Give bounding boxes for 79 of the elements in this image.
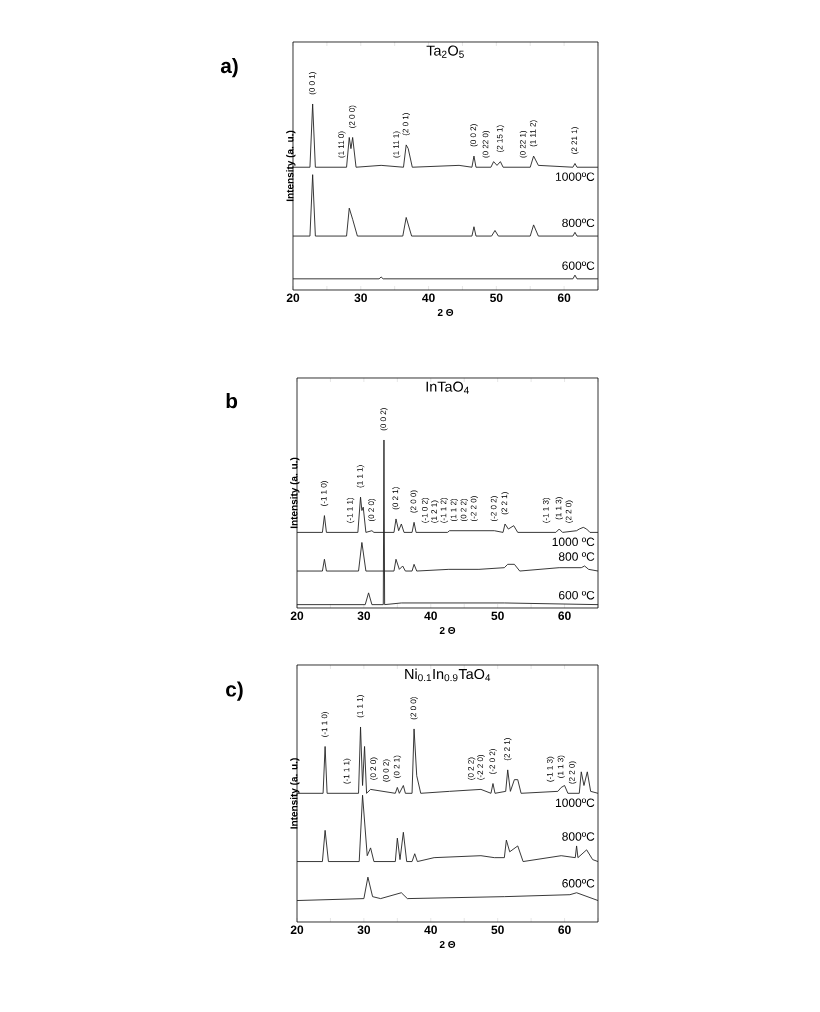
x-tick-label: 20 <box>286 293 300 303</box>
series-label: 800 ºC <box>558 552 595 561</box>
annotation: (0 0 2) <box>380 408 388 431</box>
x-tick-label: 20 <box>290 925 304 935</box>
x-tick-label: 40 <box>424 611 437 621</box>
annotation: (0 2 1) <box>392 487 400 510</box>
x-tick-label: 50 <box>491 611 504 621</box>
y-axis-title: Intensity (a. u.) <box>290 457 300 529</box>
annotation: (2 2 0) <box>568 761 577 784</box>
annotation: (2 0 0) <box>348 105 357 128</box>
series-label: 1000 ºC <box>552 537 595 547</box>
series-label: 600ºC <box>562 879 595 888</box>
chart-title: b <box>226 393 238 409</box>
annotation: (2 15 1) <box>496 125 505 152</box>
chart-subtitle: InTaO$_{4}$ <box>426 381 469 394</box>
annotation: (1 2 1) <box>431 500 439 523</box>
annotation: (-2 2 0) <box>477 754 485 780</box>
annotation: (-2 0 2) <box>489 749 497 774</box>
annotation: (0 2 0) <box>370 757 378 780</box>
annotation: (-1 1 0) <box>320 481 329 506</box>
series-label: 1000ºC <box>555 172 595 181</box>
annotation: (-2 2 0) <box>470 496 478 522</box>
x-tick-label: 30 <box>354 293 367 303</box>
annotation: (-1 1 3) <box>542 497 551 523</box>
x-tick-label: 30 <box>357 925 371 935</box>
series-label: 600ºC <box>562 261 595 270</box>
annotation: (0 0 2) <box>382 759 391 782</box>
chart-title: a) <box>220 57 238 78</box>
annotation: (-1 1 0) <box>321 712 329 737</box>
series-label: 600 ºC <box>559 590 595 600</box>
annotation: (2 2 0) <box>565 500 573 523</box>
annotation: (0 0 1) <box>308 72 317 95</box>
annotation: (-1 1 2) <box>440 497 448 523</box>
annotation: (1 11 2) <box>529 120 538 147</box>
annotation: (1 1 1) <box>356 695 365 718</box>
annotation: (1 1 3) <box>557 755 565 778</box>
annotation: (1 1 1) <box>356 465 365 488</box>
x-tick-label: 30 <box>357 611 371 621</box>
x-axis-title: 2 Θ <box>439 940 456 948</box>
series-label: 800ºC <box>562 832 595 841</box>
annotation: (0 2 1) <box>393 755 402 778</box>
series-label: 800ºC <box>562 218 595 228</box>
x-tick-label: 60 <box>557 293 571 303</box>
annotation: (2 2 1) <box>503 738 512 761</box>
annotation: (0 22 1) <box>519 130 528 158</box>
annotation: (-1 1 1) <box>346 497 355 523</box>
x-tick-label: 50 <box>490 293 503 303</box>
annotation: (2 0 1) <box>402 113 410 136</box>
annotation: (2 0 0) <box>410 490 418 513</box>
chart-subtitle: Ta$_{2}$O$_{5}$ <box>426 45 464 58</box>
annotation: (-1 0 2) <box>421 497 430 523</box>
annotation: (2 0 0) <box>410 697 418 720</box>
x-axis-title: 2 Θ <box>439 626 456 634</box>
annotation: (0 2 2) <box>467 757 476 780</box>
chart-title: c) <box>226 681 243 701</box>
x-tick-label: 40 <box>422 293 435 303</box>
annotation: (-1 1 1) <box>343 758 351 784</box>
annotation: (2 21 1) <box>571 127 579 154</box>
annotation: (-2 0 2) <box>490 496 499 522</box>
y-axis-title: Intensity (a. u.) <box>286 130 296 202</box>
y-axis-title: Intensity (a. u.) <box>290 758 300 829</box>
annotation: (1 11 0) <box>338 131 346 158</box>
annotation: (0 0 2) <box>470 124 478 147</box>
annotation: (-1 1 3) <box>546 756 555 782</box>
annotation: (1 1 2) <box>450 498 458 522</box>
series-label: 1000ºC <box>555 798 595 807</box>
annotation: (2 2 1) <box>501 492 509 515</box>
annotation: (1 11 1) <box>392 131 401 158</box>
annotation: (0 2 2) <box>460 498 468 522</box>
annotation: (0 2 0) <box>368 498 376 522</box>
x-axis-title: 2 Θ <box>437 308 454 316</box>
x-tick-label: 60 <box>558 611 571 621</box>
x-tick-label: 60 <box>558 925 571 935</box>
annotation: (0 22 0) <box>482 130 490 158</box>
x-tick-label: 20 <box>290 611 304 621</box>
annotation: (1 1 3) <box>555 497 563 520</box>
x-tick-label: 40 <box>424 925 437 935</box>
chart-subtitle: Ni$_{0.1}$In$_{0.9}$TaO$_{4}$ <box>405 668 491 682</box>
x-tick-label: 50 <box>491 925 504 935</box>
